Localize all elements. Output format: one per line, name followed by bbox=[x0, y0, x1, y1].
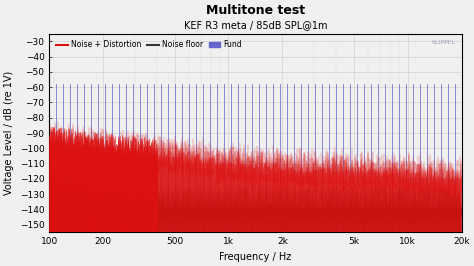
Text: KEF R3 meta / 85dB SPL@1m: KEF R3 meta / 85dB SPL@1m bbox=[184, 20, 327, 30]
Title: Multitone test: Multitone test bbox=[206, 4, 305, 17]
Legend: Noise + Distortion, Noise floor, Fund: Noise + Distortion, Noise floor, Fund bbox=[53, 38, 245, 53]
Y-axis label: Voltage Level / dB (re 1V): Voltage Level / dB (re 1V) bbox=[4, 71, 14, 195]
X-axis label: Frequency / Hz: Frequency / Hz bbox=[219, 252, 292, 262]
Text: KLIPPEL: KLIPPEL bbox=[431, 40, 456, 45]
